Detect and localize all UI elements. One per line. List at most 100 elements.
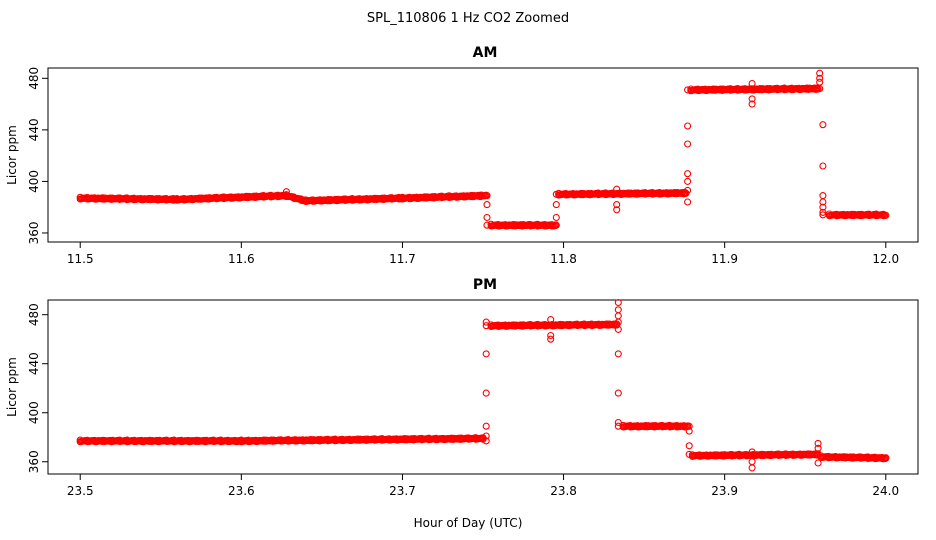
am-x-tick-label: 11.7 — [389, 252, 416, 266]
am-data-point — [819, 203, 827, 211]
am-data-points — [76, 69, 890, 230]
am-data-point — [684, 186, 692, 194]
pm-panel: PM Licor ppm 23.5 23.6 23.7 23.8 23.9 24.0 36… — [5, 277, 919, 498]
am-y-tick-label: 360 — [27, 222, 41, 245]
pm-data-point — [547, 335, 555, 343]
pm-data-point — [810, 451, 819, 459]
pm-data-point — [482, 322, 490, 330]
am-data-point — [748, 79, 756, 88]
am-panel-title: AM — [473, 45, 498, 61]
pm-data-point — [685, 427, 693, 435]
x-axis-label: Hour of Day (UTC) — [414, 516, 523, 530]
pm-panel-title: PM — [473, 277, 497, 293]
am-data-point — [684, 177, 692, 185]
pm-data-point — [482, 389, 490, 397]
am-data-point — [819, 198, 827, 206]
am-data-point — [819, 208, 827, 216]
pm-data-point — [482, 318, 490, 326]
pm-x-ticks: 23.5 23.6 23.7 23.8 23.9 24.0 — [67, 474, 899, 498]
pm-data-point — [614, 389, 622, 397]
am-data-point — [282, 188, 290, 196]
am-data-point — [748, 100, 756, 108]
am-plot-frame — [47, 67, 919, 243]
am-x-tick-label: 11.5 — [67, 252, 94, 266]
pm-data-point — [614, 418, 622, 427]
pm-data-point — [614, 298, 622, 307]
pm-data-point — [482, 422, 490, 430]
am-x-tick-label: 11.6 — [228, 252, 255, 266]
pm-data-point — [814, 439, 822, 447]
pm-data-points — [76, 298, 890, 472]
pm-data-point — [882, 454, 890, 462]
am-data-point — [816, 78, 824, 86]
pm-data-point — [685, 422, 693, 430]
am-data-point — [819, 192, 827, 200]
am-data-point — [552, 201, 560, 209]
pm-x-tick-label: 23.6 — [228, 484, 255, 498]
pm-y-tick-label: 440 — [27, 352, 41, 375]
am-y-tick-label: 440 — [27, 118, 41, 141]
pm-data-point — [482, 437, 490, 445]
am-x-tick-label: 11.8 — [550, 252, 577, 266]
pm-data-point — [614, 325, 622, 333]
pm-data-point — [614, 422, 622, 430]
pm-x-tick-label: 23.8 — [550, 484, 577, 498]
am-data-point — [816, 69, 824, 77]
am-data-point — [819, 121, 827, 129]
pm-data-point — [614, 306, 622, 314]
am-data-point — [684, 86, 692, 94]
pm-data-point — [685, 450, 693, 458]
pm-data-point — [482, 432, 490, 440]
am-data-point — [613, 201, 621, 209]
pm-y-tick-label: 360 — [27, 450, 41, 473]
pm-x-tick-label: 23.7 — [389, 484, 416, 498]
pm-data-point — [614, 312, 622, 320]
pm-data-point — [614, 350, 622, 358]
pm-y-tick-label: 480 — [27, 303, 41, 326]
am-data-point — [684, 170, 692, 178]
am-x-ticks: 11.5 11.6 11.7 11.8 11.9 12.0 — [67, 242, 899, 266]
pm-data-point — [614, 318, 622, 326]
pm-data-point — [547, 331, 555, 340]
am-data-point — [684, 198, 692, 206]
pm-data-point — [814, 459, 822, 467]
pm-x-tick-label: 24.0 — [872, 484, 899, 498]
am-panel: AM Licor ppm 11.5 11.6 11.7 11.8 11.9 12.0 36… — [5, 45, 919, 266]
pm-data-point — [482, 350, 490, 358]
am-data-point — [483, 221, 491, 229]
am-data-point — [813, 84, 821, 92]
pm-y-axis-label: Licor ppm — [5, 357, 19, 417]
pm-data-point — [685, 442, 693, 450]
am-data-point — [483, 201, 491, 209]
am-data-point — [748, 95, 756, 103]
pm-data-point — [547, 316, 555, 324]
am-x-tick-label: 11.9 — [711, 252, 738, 266]
am-data-point — [552, 213, 560, 222]
am-data-point — [613, 206, 621, 214]
am-data-point — [552, 221, 560, 229]
am-data-point — [613, 185, 621, 193]
am-data-point — [483, 192, 491, 200]
am-data-point — [816, 85, 824, 93]
figure-title: SPL_110806 1 Hz CO2 Zoomed — [367, 11, 569, 26]
pm-data-point — [748, 464, 756, 472]
pm-x-tick-label: 23.5 — [67, 484, 94, 498]
am-data-point — [819, 162, 827, 170]
pm-data-point — [814, 444, 822, 452]
am-data-point — [882, 211, 890, 219]
am-data-point — [819, 211, 827, 219]
am-x-tick-label: 12.0 — [872, 252, 899, 266]
am-y-axis-label: Licor ppm — [5, 125, 19, 185]
pm-y-ticks: 360 400 440 480 — [27, 303, 48, 473]
pm-y-tick-label: 400 — [27, 401, 41, 424]
am-data-point — [684, 140, 692, 148]
am-data-point — [483, 213, 491, 222]
am-y-tick-label: 480 — [27, 67, 41, 90]
pm-data-point — [748, 458, 756, 466]
pm-plot-frame — [47, 299, 919, 475]
am-y-ticks: 360 400 440 480 — [27, 67, 48, 245]
pm-data-point — [748, 448, 756, 456]
pm-x-tick-label: 23.9 — [711, 484, 738, 498]
am-data-point — [816, 74, 824, 82]
